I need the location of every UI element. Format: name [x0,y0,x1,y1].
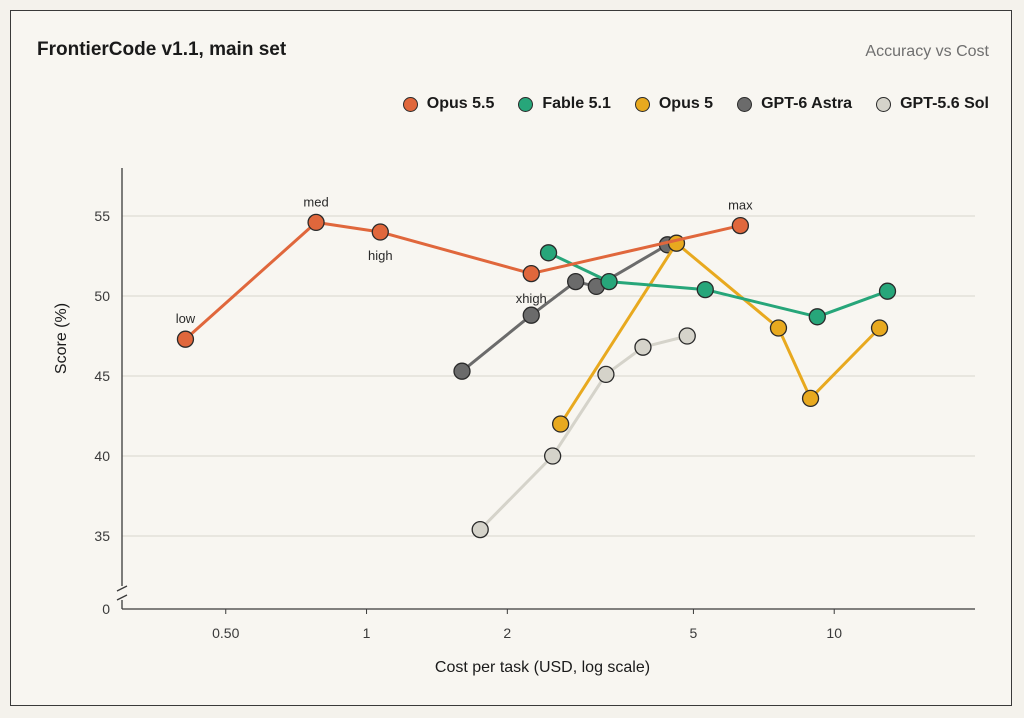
series-gpt-5-6-sol [471,327,696,539]
data-point-opus-5-4 [870,319,889,337]
y-tick-label: 45 [94,368,110,384]
legend-swatch-icon [518,96,534,112]
y-tick-label: 0 [102,601,110,617]
annotation-med: med [303,194,328,209]
y-tick-label: 35 [94,528,110,544]
legend-swatch-icon [634,96,650,112]
series-gpt-6-astra [453,236,677,380]
chart-legend: Opus 5.5 Fable 5.1 Opus 5 GPT-6 Astra GPT-5.… [402,95,989,113]
annotation-xhigh: xhigh [516,291,547,306]
data-point-opus-5-2 [769,319,788,337]
legend-item-opus-5: Opus 5 [634,95,714,113]
x-axis-title: Cost per task (USD, log scale) [435,659,650,676]
annotation-high: high [368,248,393,263]
data-point-opus-5-5-1 [307,213,325,232]
series-opus-5-5 [176,213,750,348]
legend-swatch-icon [402,96,418,112]
data-point-gpt-6-astra-2 [567,272,585,291]
data-point-opus-5-5-2 [371,223,389,241]
data-point-gpt-5-6-sol-0 [471,520,489,539]
x-tick-label: 1 [363,625,371,641]
annotation-max: max [728,198,753,213]
data-point-gpt-5-6-sol-1 [543,447,562,465]
legend-item-opus-5-5: Opus 5.5 [402,95,495,113]
legend-item-gpt-5-6-sol: GPT-5.6 Sol [876,95,989,113]
series-line-gpt-5-6-sol [479,334,688,531]
chart-subtitle: Accuracy vs Cost [865,43,989,60]
axis-break-icon [116,585,128,601]
data-point-opus-5-0 [551,415,570,433]
data-point-gpt-6-astra-0 [453,362,471,380]
legend-swatch-icon [876,96,892,112]
data-point-fable-5-1-2 [696,280,714,299]
legend-label: Fable 5.1 [542,95,611,112]
data-point-opus-5-3 [801,389,820,408]
data-point-fable-5-1-3 [808,308,826,326]
data-point-gpt-6-astra-1 [522,306,540,324]
series-fable-5-1 [539,244,897,326]
y-tick-label: 55 [94,208,110,224]
data-point-fable-5-1-4 [878,282,897,300]
data-point-opus-5-5-4 [731,216,750,235]
axis-break-gap [117,586,127,600]
data-point-gpt-5-6-sol-4 [678,327,696,345]
x-tick-label: 10 [826,625,842,641]
y-tick-label: 50 [94,288,110,304]
legend-label: Opus 5 [658,95,714,112]
x-tick-label: 5 [690,625,698,641]
data-point-fable-5-1-0 [539,244,558,262]
legend-swatch-icon [737,96,753,112]
chart-card: FrontierCode v1.1, main set Accuracy vs … [10,10,1012,706]
legend-label: GPT-5.6 Sol [900,95,989,112]
series-opus-5 [551,234,889,433]
data-point-gpt-5-6-sol-2 [597,365,615,384]
legend-label: Opus 5.5 [426,95,495,112]
data-point-opus-5-5-3 [522,264,540,283]
y-tick-label: 40 [94,448,110,464]
x-tick-label: 2 [503,625,511,641]
data-point-fable-5-1-1 [600,272,618,291]
legend-label: GPT-6 Astra [761,95,853,112]
legend-item-fable-5-1: Fable 5.1 [518,95,611,113]
series-line-opus-5-5 [184,220,741,341]
series-line-opus-5 [559,241,881,425]
data-point-opus-5-5-0 [176,330,195,348]
x-tick-label: 0.50 [212,625,239,641]
chart-title: FrontierCode v1.1, main set [37,39,287,60]
data-point-gpt-5-6-sol-3 [634,338,652,356]
annotation-low: low [176,311,196,326]
legend-item-gpt-6-astra: GPT-6 Astra [737,95,852,113]
y-axis-title: Score (%) [53,303,70,374]
